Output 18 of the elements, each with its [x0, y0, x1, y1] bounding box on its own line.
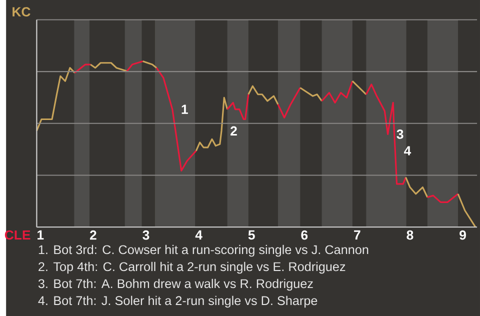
text: 3. Bot 7th: A. Bohm drew a walk vs R. Rodriguez: [38, 278, 313, 291]
x-tick-label: 1: [38, 230, 44, 240]
annotation: 4: [404, 146, 412, 156]
text: 4. Bot 7th: J. Soler hit a 2-run single vs D. Sharpe: [38, 296, 318, 308]
x-tick-label: 2: [90, 230, 96, 240]
x-tick-label: 5: [248, 230, 255, 240]
x-tick-label: 6: [301, 230, 308, 240]
annotation: 3: [396, 130, 404, 139]
annotation: 1: [182, 104, 188, 114]
text: 1. Bot 3rd: C. Cowser hit a run-scoring single vs J. Cannon: [38, 244, 368, 257]
x-tick-label: 4: [195, 230, 202, 240]
x-tick-label: 7: [354, 230, 360, 240]
text: KC: [12, 7, 30, 17]
x-tick-label: 9: [460, 230, 466, 240]
x-tick-label: 8: [406, 230, 414, 240]
annotation: 2: [230, 126, 237, 136]
x-tick-label: 3: [142, 230, 150, 240]
text: 2. Top 4th: C. Carroll hit a 2-run single vs E. Rodriguez: [38, 262, 346, 274]
